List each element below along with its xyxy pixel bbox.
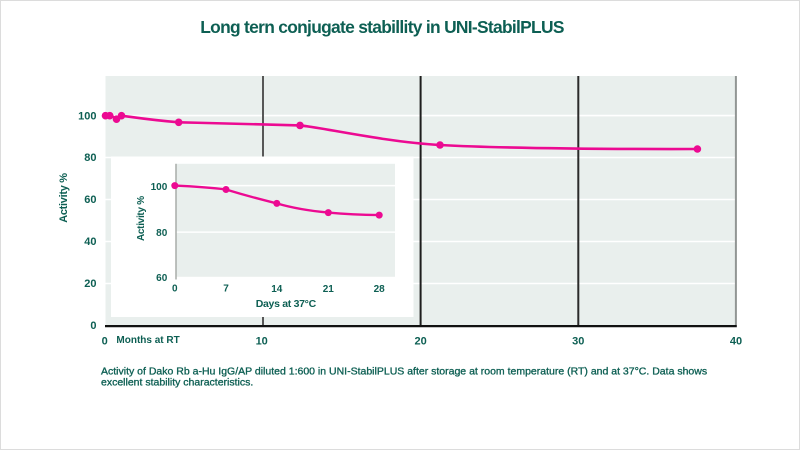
svg-text:21: 21 [323,284,335,295]
svg-text:60: 60 [156,273,168,284]
svg-text:60: 60 [84,194,96,206]
svg-text:14: 14 [271,284,283,295]
svg-text:0: 0 [172,283,178,294]
svg-text:excellent stability characteri: excellent stability characteristics. [101,377,253,389]
svg-text:100: 100 [78,111,96,123]
svg-text:7: 7 [223,283,229,294]
svg-text:Months at RT: Months at RT [116,335,179,346]
svg-text:40: 40 [730,336,742,348]
svg-text:Long tern conjugate stabillity: Long tern conjugate stabillity in UNI-St… [200,17,564,37]
svg-text:20: 20 [84,278,96,290]
svg-text:Activity %: Activity % [136,196,147,241]
svg-text:0: 0 [90,320,96,332]
svg-text:30: 30 [572,336,584,348]
svg-text:Days at 37°C: Days at 37°C [256,298,317,310]
svg-text:10: 10 [256,336,268,348]
svg-text:28: 28 [374,284,386,295]
svg-text:40: 40 [84,236,96,248]
svg-text:0: 0 [102,336,108,348]
svg-text:80: 80 [84,152,96,164]
svg-text:80: 80 [156,228,168,239]
svg-text:Activity %: Activity % [58,173,70,223]
svg-text:100: 100 [151,182,168,193]
svg-text:20: 20 [414,336,426,348]
svg-text:Activity of Dako Rb a-Hu IgG/A: Activity of Dako Rb a-Hu IgG/AP diluted … [101,366,707,378]
